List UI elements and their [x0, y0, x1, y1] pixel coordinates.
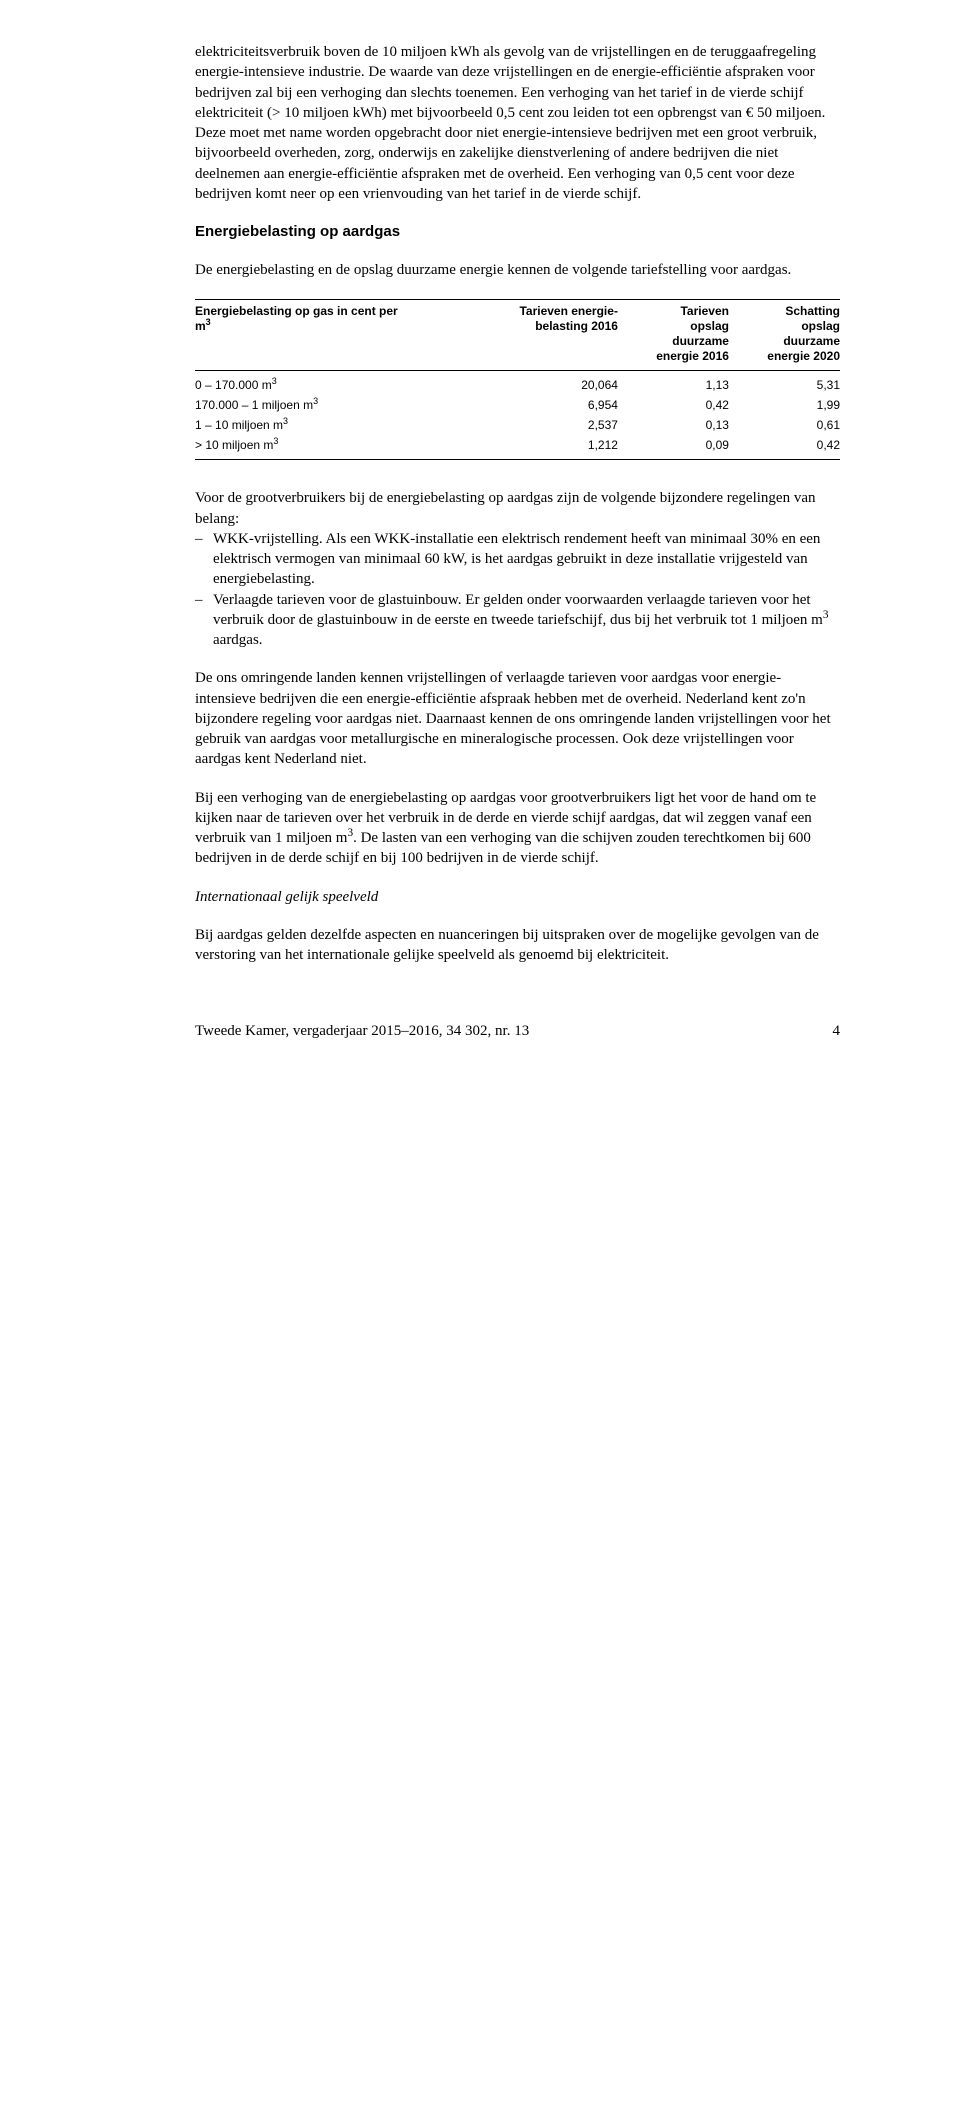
- table-header-col2: Tarieven energie- belasting 2016: [472, 299, 618, 370]
- bullet-wkk: – WKK-vrijstelling. Als een WKK-installa…: [195, 529, 840, 590]
- surrounding-countries-paragraph: De ons omringende landen kennen vrijstel…: [195, 668, 840, 769]
- table-row: 1 – 10 miljoen m3 2,537 0,13 0,61: [195, 415, 840, 435]
- page-footer: Tweede Kamer, vergaderjaar 2015–2016, 34…: [195, 1021, 840, 1041]
- table-row: 0 – 170.000 m3 20,064 1,13 5,31: [195, 370, 840, 395]
- regulations-intro: Voor de grootverbruikers bij de energieb…: [195, 488, 840, 529]
- subsection-heading-speelveld: Internationaal gelijk speelveld: [195, 887, 840, 907]
- increase-paragraph: Bij een verhoging van de energiebelastin…: [195, 788, 840, 869]
- table-header-col3: Tarieven opslag duurzame energie 2016: [618, 299, 729, 370]
- table-header-col4: Schatting opslag duurzame energie 2020: [729, 299, 840, 370]
- gas-tariff-table: Energiebelasting op gas in cent per m3 T…: [195, 299, 840, 461]
- footer-page-number: 4: [833, 1021, 841, 1041]
- bullet-glastuinbouw: – Verlaagde tarieven voor de glastuinbou…: [195, 590, 840, 651]
- table-row: 170.000 – 1 miljoen m3 6,954 0,42 1,99: [195, 395, 840, 415]
- regulations-block: Voor de grootverbruikers bij de energieb…: [195, 488, 840, 650]
- section-heading-aardgas: Energiebelasting op aardgas: [195, 222, 840, 242]
- speelveld-paragraph: Bij aardgas gelden dezelfde aspecten en …: [195, 925, 840, 966]
- table-header-col1: Energiebelasting op gas in cent per m3: [195, 299, 472, 370]
- table-row: > 10 miljoen m3 1,212 0,09 0,42: [195, 435, 840, 460]
- intro-paragraph: elektriciteitsverbruik boven de 10 miljo…: [195, 42, 840, 204]
- footer-citation: Tweede Kamer, vergaderjaar 2015–2016, 34…: [195, 1021, 529, 1041]
- dash-icon: –: [195, 590, 213, 610]
- dash-icon: –: [195, 529, 213, 549]
- tariff-intro-paragraph: De energiebelasting en de opslag duurzam…: [195, 260, 840, 280]
